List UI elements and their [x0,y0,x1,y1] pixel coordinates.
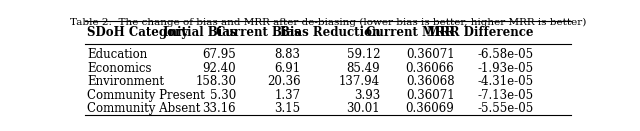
Text: 30.01: 30.01 [346,102,380,115]
Text: 20.36: 20.36 [267,75,301,88]
Text: -6.58e-05: -6.58e-05 [477,48,534,61]
Text: Initial Bias: Initial Bias [163,26,236,39]
Text: Environment: Environment [88,75,164,88]
Text: MRR Difference: MRR Difference [428,26,534,39]
Text: -1.93e-05: -1.93e-05 [477,62,534,75]
Text: -7.13e-05: -7.13e-05 [477,89,534,102]
Text: 33.16: 33.16 [203,102,236,115]
Text: 6.91: 6.91 [275,62,301,75]
Text: Current MRR: Current MRR [366,26,454,39]
Text: 0.36071: 0.36071 [406,89,454,102]
Text: Current Bias: Current Bias [216,26,301,39]
Text: Bias Reduction: Bias Reduction [280,26,380,39]
Text: 3.15: 3.15 [275,102,301,115]
Text: Community Absent: Community Absent [88,102,201,115]
Text: 92.40: 92.40 [203,62,236,75]
Text: 0.36066: 0.36066 [406,62,454,75]
Text: 0.36069: 0.36069 [406,102,454,115]
Text: -4.31e-05: -4.31e-05 [477,75,534,88]
Text: 1.37: 1.37 [275,89,301,102]
Text: 8.83: 8.83 [275,48,301,61]
Text: 3.93: 3.93 [354,89,380,102]
Text: Table 2:  The change of bias and MRR after de-biasing (lower bias is better, hig: Table 2: The change of bias and MRR afte… [70,18,586,27]
Text: 67.95: 67.95 [202,48,236,61]
Text: 0.36068: 0.36068 [406,75,454,88]
Text: SDoH Category: SDoH Category [88,26,189,39]
Text: Education: Education [88,48,148,61]
Text: 137.94: 137.94 [339,75,380,88]
Text: Economics: Economics [88,62,152,75]
Text: 158.30: 158.30 [195,75,236,88]
Text: 59.12: 59.12 [347,48,380,61]
Text: Community Present: Community Present [88,89,205,102]
Text: 5.30: 5.30 [210,89,236,102]
Text: 85.49: 85.49 [346,62,380,75]
Text: -5.55e-05: -5.55e-05 [477,102,534,115]
Text: 0.36071: 0.36071 [406,48,454,61]
